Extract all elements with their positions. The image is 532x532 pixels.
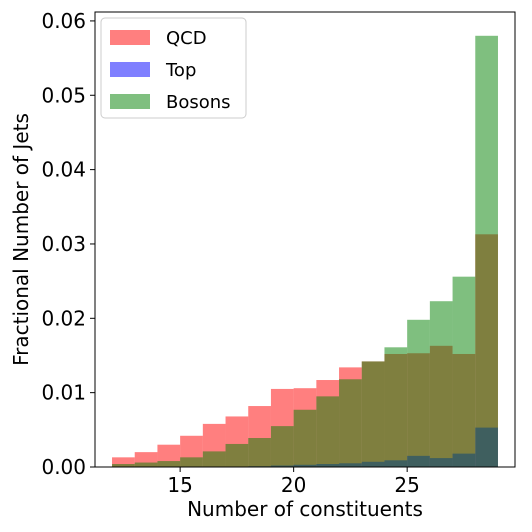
bar-bosons-12 <box>384 347 408 467</box>
bar-bosons-13 <box>407 319 430 467</box>
x-axis-ticks: 15 20 25 <box>167 467 420 497</box>
y-tick-label-3: 0.03 <box>41 232 86 256</box>
histogram-bars <box>112 35 498 468</box>
x-tick-label-0: 15 <box>167 473 192 497</box>
legend: QCD Top Bosons <box>100 17 247 119</box>
bar-bosons-9 <box>316 396 340 467</box>
bar-bosons-6 <box>248 438 271 467</box>
bar-bosons-11 <box>361 361 385 467</box>
y-tick-label-6: 0.06 <box>41 9 86 33</box>
legend-label-bosons: Bosons <box>166 92 231 113</box>
bar-qcd-0 <box>112 457 135 467</box>
y-tick-label-4: 0.04 <box>41 158 86 182</box>
legend-label-qcd: QCD <box>166 28 207 49</box>
y-tick-label-1: 0.01 <box>41 381 86 405</box>
bar-bosons-15 <box>452 276 476 467</box>
legend-swatch-qcd <box>110 30 150 45</box>
bar-bosons-10 <box>339 379 362 467</box>
bar-bosons-5 <box>225 443 249 467</box>
legend-swatch-top <box>110 62 150 77</box>
bar-bosons-16 <box>475 35 498 468</box>
bar-bosons-0 <box>112 464 135 467</box>
bar-bosons-3 <box>180 457 203 467</box>
bar-bosons-8 <box>293 409 317 467</box>
y-axis-label: Fractional Number of Jets <box>9 113 33 366</box>
y-axis-ticks: 0.00 0.01 0.02 0.03 0.04 0.05 0.06 <box>41 9 95 479</box>
legend-label-top: Top <box>165 60 196 81</box>
x-tick-label-1: 20 <box>281 473 306 497</box>
bar-bosons-7 <box>270 426 294 467</box>
plot-frame <box>94 11 516 468</box>
bar-bosons-1 <box>134 462 158 467</box>
bar-bosons-14 <box>429 301 453 467</box>
y-tick-label-2: 0.02 <box>41 306 86 330</box>
x-axis-label: Number of constituents <box>187 497 423 521</box>
y-tick-label-0: 0.00 <box>41 455 86 479</box>
bar-bosons-4 <box>202 451 226 467</box>
legend-swatch-bosons <box>110 94 150 109</box>
bar-bosons-2 <box>157 461 181 467</box>
x-tick-label-2: 25 <box>394 473 419 497</box>
y-tick-label-5: 0.05 <box>41 83 86 107</box>
